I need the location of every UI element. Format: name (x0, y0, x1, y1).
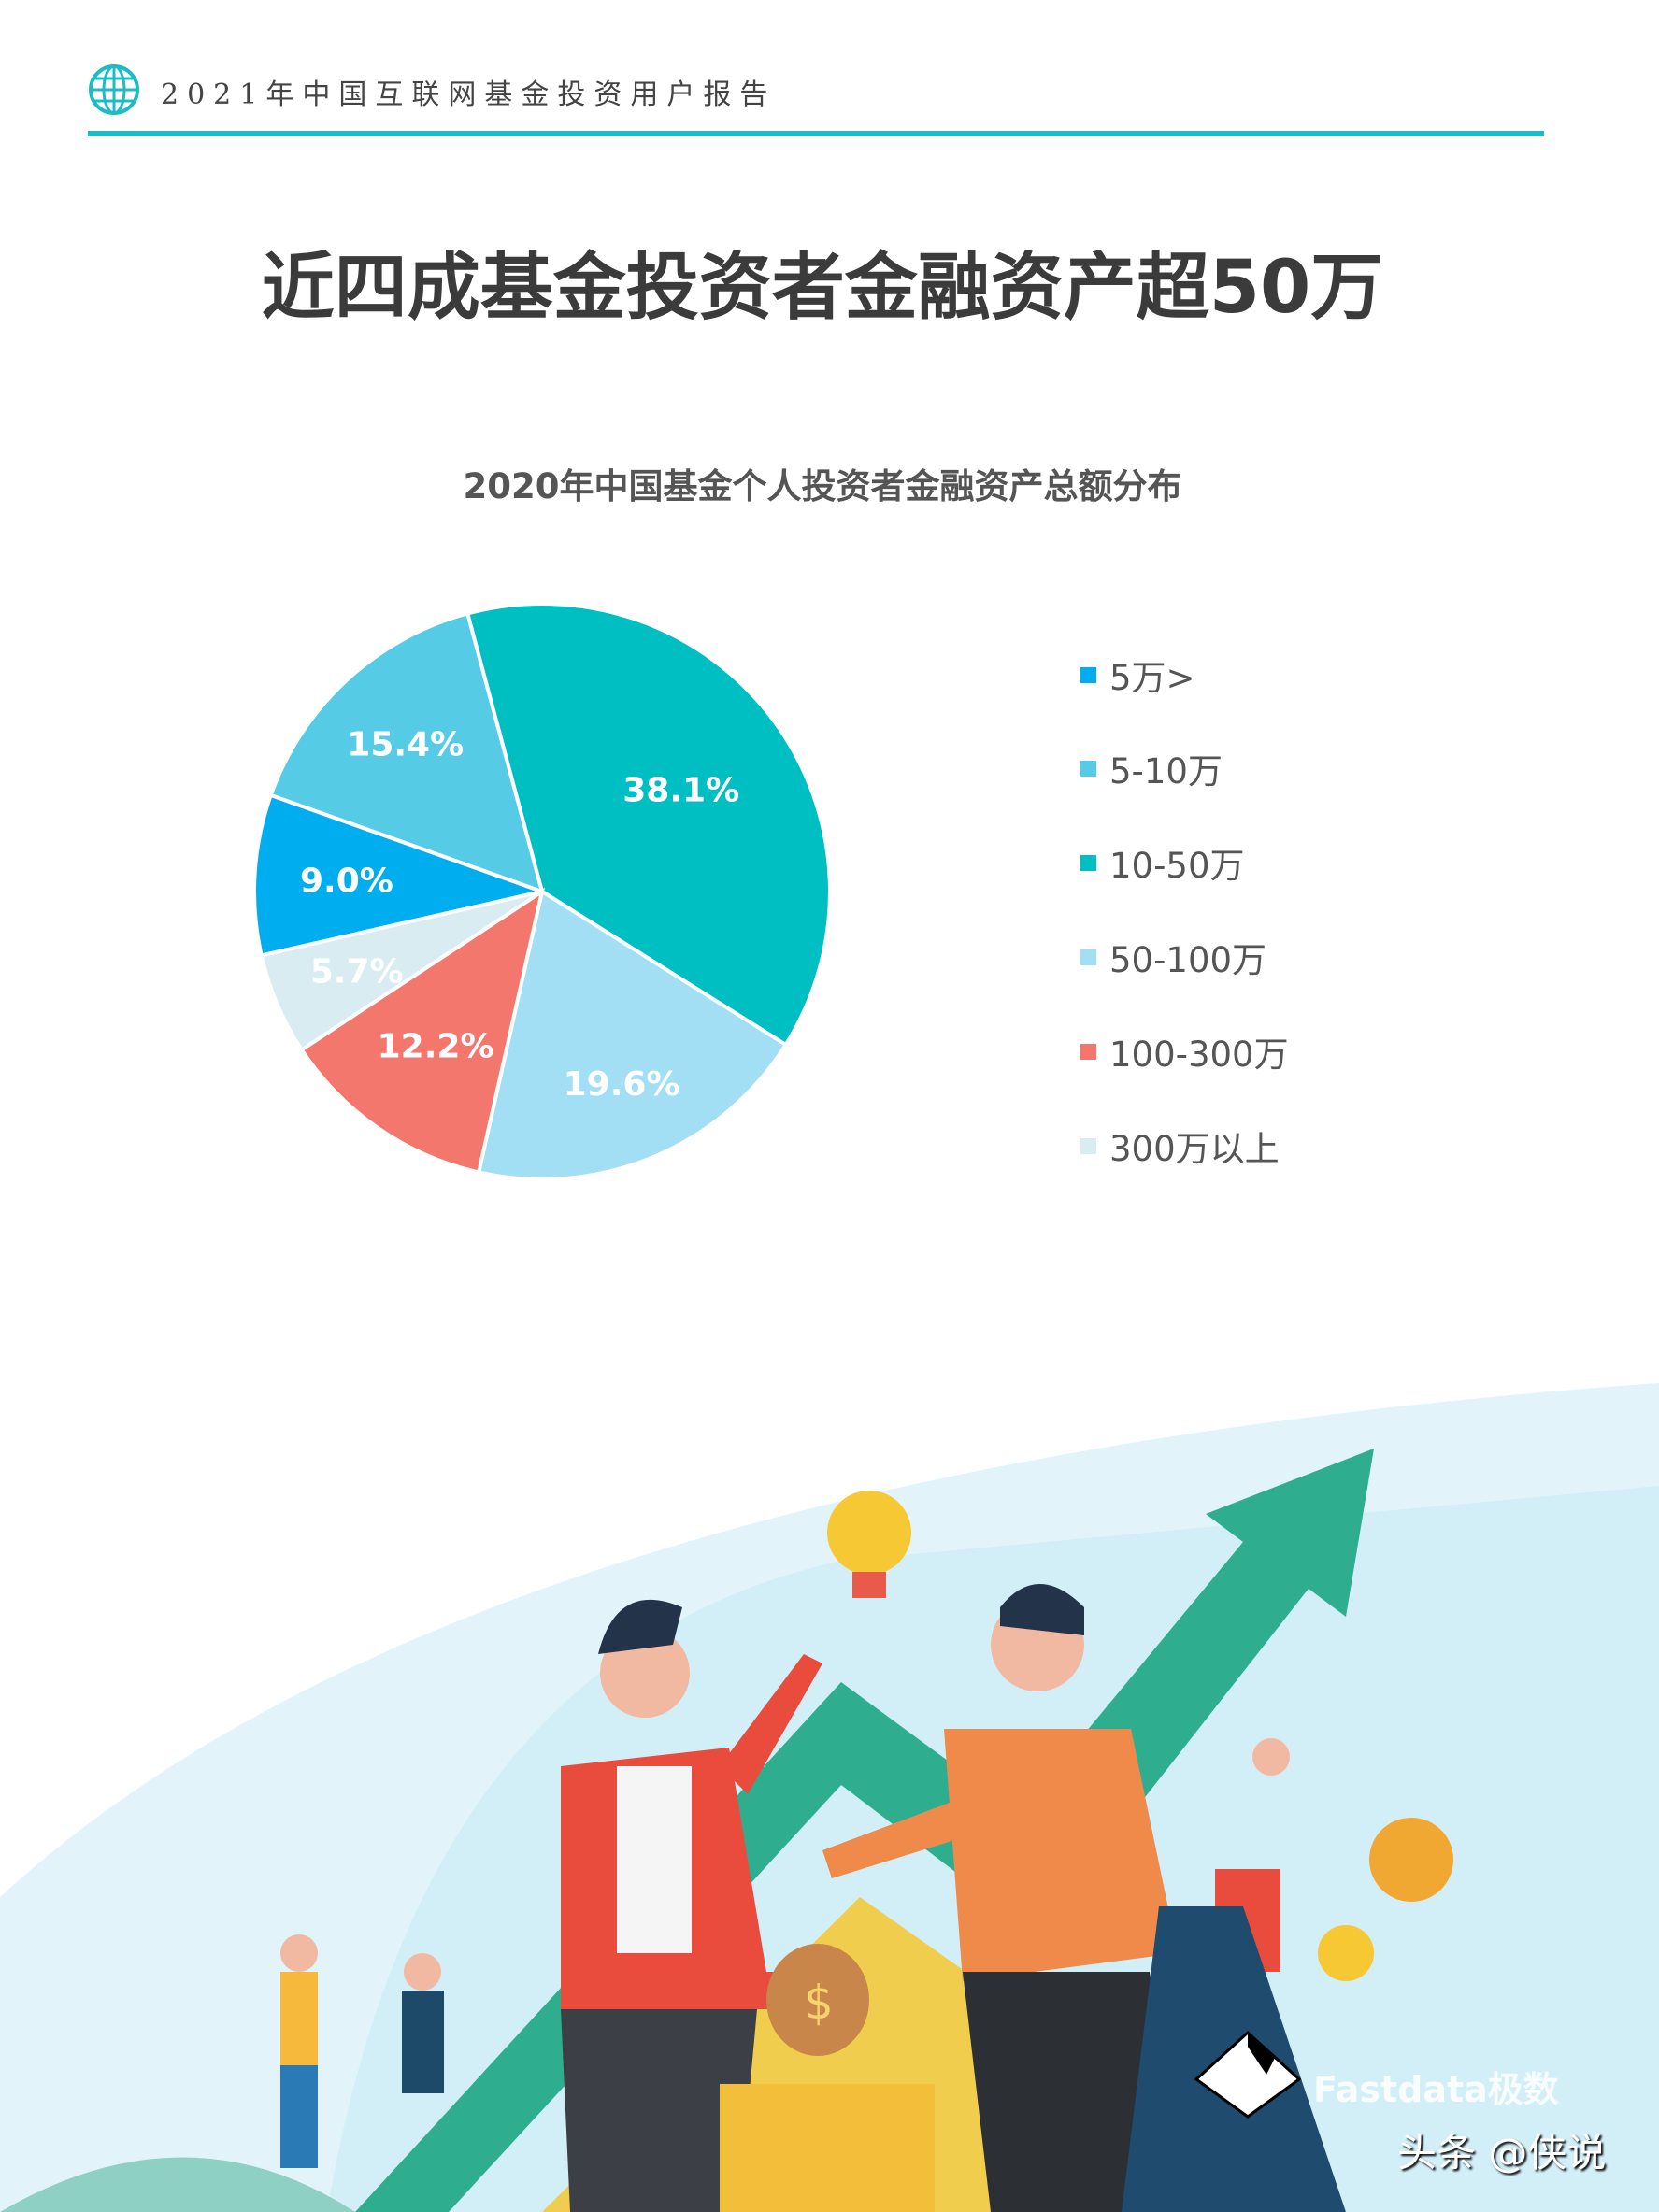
chart-title: 2020年中国基金个人投资者金融资产总额分布 (463, 466, 1182, 507)
legend-item: 10-50万 (1080, 837, 1245, 888)
legend-item: 5-10万 (1080, 743, 1223, 793)
legend-label: 300万以上 (1109, 1129, 1280, 1169)
legend-swatch (1080, 949, 1096, 965)
legend-label: 5-10万 (1109, 751, 1223, 792)
globe-icon (89, 64, 139, 115)
pie-slice-1 (268, 611, 545, 895)
report-title: 2021年中国互联网基金投资用户报告 (161, 78, 777, 111)
watermark-credit: 头条 @侠说 (1397, 2130, 1607, 2176)
legend-swatch (1080, 666, 1096, 683)
header-divider (88, 131, 1544, 136)
legend-label: 10-50万 (1109, 846, 1245, 886)
legend-swatch (1080, 854, 1096, 871)
legend-label: 100-300万 (1109, 1035, 1289, 1075)
legend-swatch (1080, 760, 1096, 777)
pie-slice-3 (476, 888, 789, 1181)
data-label: 38.1% (622, 771, 739, 809)
data-label: 15.4% (347, 726, 464, 764)
data-label: 9.0% (300, 863, 393, 901)
business-handshake-illustration: $ (0, 1383, 1659, 2212)
pie-chart: 9.0% 15.4% 38.1% 19.6% 12.2% 5.7% (252, 602, 832, 1181)
legend-swatch (1080, 1043, 1096, 1060)
watermark-brand: Fastdata极数 (1313, 2069, 1559, 2110)
pie-slice-2 (465, 602, 832, 1048)
pie-slice-0 (252, 792, 550, 958)
data-label: 12.2% (378, 1028, 494, 1066)
legend-item: 300万以上 (1080, 1120, 1280, 1171)
page-title: 近四成基金投资者金融资产超50万 (261, 246, 1384, 330)
data-label: 19.6% (564, 1065, 680, 1104)
pie-slice-5 (259, 890, 544, 1053)
legend-item: 5万> (1080, 649, 1195, 700)
legend-item: 50-100万 (1080, 932, 1266, 982)
svg-text:$: $ (804, 1976, 834, 2030)
pie-slice-4 (298, 887, 546, 1175)
legend-swatch (1080, 1137, 1096, 1154)
fastdata-logo-icon (1194, 2030, 1302, 2119)
legend-item: 100-300万 (1080, 1026, 1289, 1077)
legend-label: 5万> (1109, 658, 1195, 698)
data-label: 5.7% (310, 953, 404, 992)
legend-label: 50-100万 (1109, 940, 1267, 980)
